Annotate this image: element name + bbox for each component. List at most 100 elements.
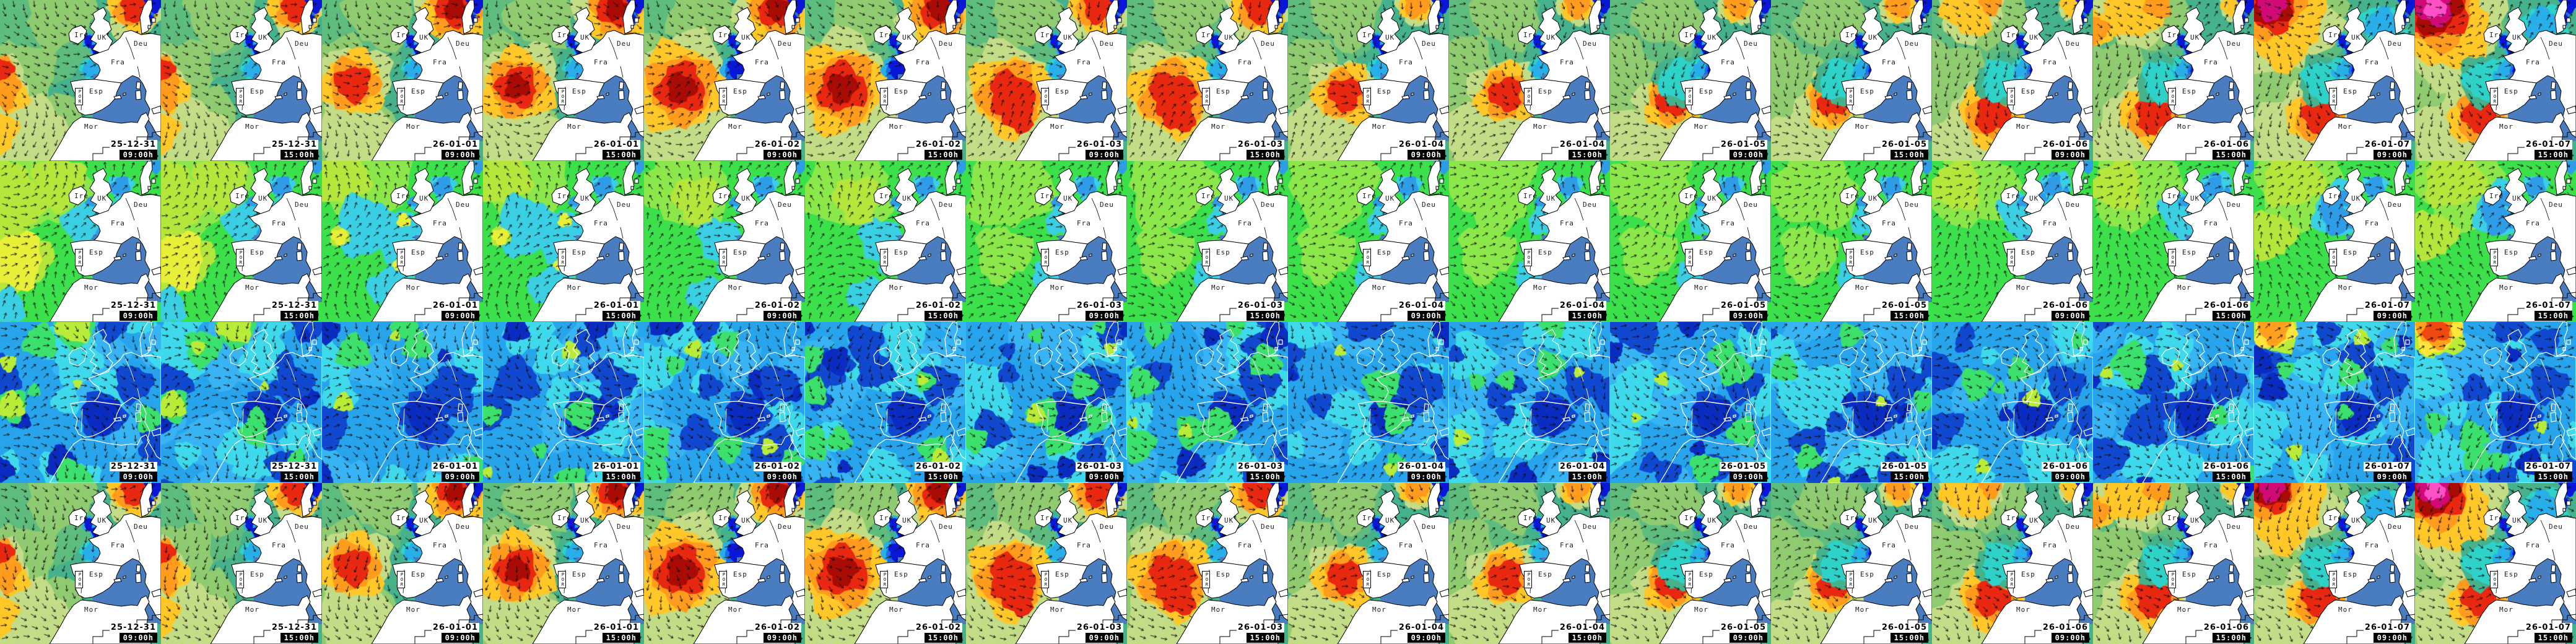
map-tile-r2c9[interactable]: Ire UK Deu Fra Esp Mor POR 26-01-04 09:00h bbox=[1288, 161, 1449, 322]
country-label-mor: Mor bbox=[1050, 123, 1064, 131]
map-tile-r4c15[interactable]: Ire UK Deu Fra Esp Mor POR 26-01-07 09:00h bbox=[2254, 483, 2415, 644]
timestamp-block: 26-01-01 09:00h bbox=[431, 301, 479, 321]
map-tile-r3c5[interactable]: 26-01-02 09:00h bbox=[644, 322, 805, 483]
map-tile-r2c10[interactable]: Ire UK Deu Fra Esp Mor POR 26-01-04 15:00h bbox=[1449, 161, 1610, 322]
map-tile-r4c9[interactable]: Ire UK Deu Fra Esp Mor POR 26-01-04 09:00h bbox=[1288, 483, 1449, 644]
map-tile-r3c16[interactable]: 26-01-07 15:00h bbox=[2415, 322, 2576, 483]
map-tile-r4c8[interactable]: Ire UK Deu Fra Esp Mor POR 26-01-03 15:00h bbox=[1127, 483, 1288, 644]
map-tile-r4c4[interactable]: Ire UK Deu Fra Esp Mor POR 26-01-01 15:00h bbox=[483, 483, 644, 644]
map-tile-r4c13[interactable]: Ire UK Deu Fra Esp Mor POR 26-01-06 09:00h bbox=[1932, 483, 2093, 644]
map-tile-r1c14[interactable]: Ire UK Deu Fra Esp Mor POR 26-01-06 15:00h bbox=[2093, 0, 2254, 161]
country-label-deu: Deu bbox=[939, 40, 953, 48]
map-tile-r1c6[interactable]: Ire UK Deu Fra Esp Mor POR 26-01-02 15:00h bbox=[805, 0, 966, 161]
map-tile-r3c15[interactable]: 26-01-07 09:00h bbox=[2254, 322, 2415, 483]
timestamp-block: 26-01-05 09:00h bbox=[1719, 462, 1767, 482]
field-canvas bbox=[1449, 483, 1610, 644]
map-tile-r3c6[interactable]: 26-01-02 15:00h bbox=[805, 322, 966, 483]
map-tile-r3c10[interactable]: 26-01-04 15:00h bbox=[1449, 322, 1610, 483]
map-tile-r4c14[interactable]: Ire UK Deu Fra Esp Mor POR 26-01-06 15:00h bbox=[2093, 483, 2254, 644]
country-label-uk: UK bbox=[1707, 516, 1717, 524]
map-tile-r1c11[interactable]: Ire UK Deu Fra Esp Mor POR 26-01-05 09:00h bbox=[1610, 0, 1771, 161]
country-label-fra: Fra bbox=[1238, 58, 1252, 66]
map-tile-r4c6[interactable]: Ire UK Deu Fra Esp Mor POR 26-01-02 15:00h bbox=[805, 483, 966, 644]
map-tile-r3c12[interactable]: 26-01-05 15:00h bbox=[1771, 322, 1932, 483]
map-tile-r4c12[interactable]: Ire UK Deu Fra Esp Mor POR 26-01-05 15:00h bbox=[1771, 483, 1932, 644]
map-tile-r3c4[interactable]: 26-01-01 15:00h bbox=[483, 322, 644, 483]
country-label-por: POR bbox=[2329, 571, 2337, 588]
map-tile-r2c8[interactable]: Ire UK Deu Fra Esp Mor POR 26-01-03 15:00h bbox=[1127, 161, 1288, 322]
country-label-esp: Esp bbox=[411, 570, 425, 578]
time-label: 09:00h bbox=[1407, 150, 1445, 160]
field-canvas bbox=[2254, 322, 2415, 483]
time-label: 15:00h bbox=[2212, 311, 2250, 321]
date-label: 26-01-06 bbox=[2202, 301, 2250, 310]
field-canvas bbox=[1449, 161, 1610, 322]
map-tile-r2c5[interactable]: Ire UK Deu Fra Esp Mor POR 26-01-02 09:00h bbox=[644, 161, 805, 322]
map-tile-r2c4[interactable]: Ire UK Deu Fra Esp Mor POR 26-01-01 15:00h bbox=[483, 161, 644, 322]
time-label: 09:00h bbox=[763, 150, 801, 160]
map-tile-r2c11[interactable]: Ire UK Deu Fra Esp Mor POR 26-01-05 09:00h bbox=[1610, 161, 1771, 322]
map-tile-r4c1[interactable]: Ire UK Deu Fra Esp Mor POR 25-12-31 09:00h bbox=[0, 483, 161, 644]
country-label-uk: UK bbox=[2029, 516, 2039, 524]
timestamp-block: 26-01-04 09:00h bbox=[1397, 301, 1445, 321]
map-tile-r3c7[interactable]: 26-01-03 09:00h bbox=[966, 322, 1127, 483]
map-tile-r2c16[interactable]: Ire UK Deu Fra Esp Mor POR 26-01-07 15:00h bbox=[2415, 161, 2576, 322]
map-tile-r2c14[interactable]: Ire UK Deu Fra Esp Mor POR 26-01-06 15:00h bbox=[2093, 161, 2254, 322]
map-tile-r1c1[interactable]: Ire UK Deu Fra Esp Mor POR 25-12-31 09:00h bbox=[0, 0, 161, 161]
map-tile-r3c14[interactable]: 26-01-06 15:00h bbox=[2093, 322, 2254, 483]
timestamp-block: 26-01-04 09:00h bbox=[1397, 623, 1445, 643]
country-label-esp: Esp bbox=[2343, 248, 2357, 256]
map-tile-r3c9[interactable]: 26-01-04 09:00h bbox=[1288, 322, 1449, 483]
map-tile-r2c13[interactable]: Ire UK Deu Fra Esp Mor POR 26-01-06 09:00h bbox=[1932, 161, 2093, 322]
map-tile-r3c13[interactable]: 26-01-06 09:00h bbox=[1932, 322, 2093, 483]
timestamp-block: 26-01-02 09:00h bbox=[753, 301, 801, 321]
map-tile-r1c4[interactable]: Ire UK Deu Fra Esp Mor POR 26-01-01 15:00h bbox=[483, 0, 644, 161]
map-tile-r2c7[interactable]: Ire UK Deu Fra Esp Mor POR 26-01-03 09:00h bbox=[966, 161, 1127, 322]
field-canvas bbox=[161, 322, 322, 483]
country-label-por: POR bbox=[2490, 88, 2498, 105]
map-tile-r3c2[interactable]: 25-12-31 15:00h bbox=[161, 322, 322, 483]
map-tile-r1c8[interactable]: Ire UK Deu Fra Esp Mor POR 26-01-03 15:00h bbox=[1127, 0, 1288, 161]
map-tile-r3c3[interactable]: 26-01-01 09:00h bbox=[322, 322, 483, 483]
country-label-mor: Mor bbox=[2016, 606, 2030, 614]
country-label-deu: Deu bbox=[1261, 40, 1275, 48]
map-tile-r2c6[interactable]: Ire UK Deu Fra Esp Mor POR 26-01-02 15:00h bbox=[805, 161, 966, 322]
map-tile-r1c13[interactable]: Ire UK Deu Fra Esp Mor POR 26-01-06 09:00h bbox=[1932, 0, 2093, 161]
field-canvas bbox=[483, 483, 644, 644]
country-label-fra: Fra bbox=[433, 58, 447, 66]
timestamp-block: 25-12-31 09:00h bbox=[109, 301, 157, 321]
map-tile-r2c3[interactable]: Ire UK Deu Fra Esp Mor POR 26-01-01 09:00h bbox=[322, 161, 483, 322]
map-tile-r1c5[interactable]: Ire UK Deu Fra Esp Mor POR 26-01-02 09:00h bbox=[644, 0, 805, 161]
map-tile-r3c1[interactable]: 25-12-31 09:00h bbox=[0, 322, 161, 483]
map-tile-r1c9[interactable]: Ire UK Deu Fra Esp Mor POR 26-01-04 09:00h bbox=[1288, 0, 1449, 161]
country-label-fra: Fra bbox=[1882, 219, 1896, 227]
map-tile-r1c7[interactable]: Ire UK Deu Fra Esp Mor POR 26-01-03 09:00h bbox=[966, 0, 1127, 161]
country-label-uk: UK bbox=[1707, 194, 1717, 202]
map-tile-r4c7[interactable]: Ire UK Deu Fra Esp Mor POR 26-01-03 09:00h bbox=[966, 483, 1127, 644]
map-tile-r2c15[interactable]: Ire UK Deu Fra Esp Mor POR 26-01-07 09:00h bbox=[2254, 161, 2415, 322]
country-label-mor: Mor bbox=[1855, 284, 1869, 292]
field-canvas bbox=[1288, 161, 1449, 322]
map-tile-r4c5[interactable]: Ire UK Deu Fra Esp Mor POR 26-01-02 09:00h bbox=[644, 483, 805, 644]
map-tile-r4c2[interactable]: Ire UK Deu Fra Esp Mor POR 25-12-31 15:00h bbox=[161, 483, 322, 644]
map-tile-r3c8[interactable]: 26-01-03 15:00h bbox=[1127, 322, 1288, 483]
country-label-fra: Fra bbox=[2043, 58, 2057, 66]
timestamp-block: 26-01-04 15:00h bbox=[1558, 140, 1606, 160]
map-tile-r1c3[interactable]: Ire UK Deu Fra Esp Mor POR 26-01-01 09:00h bbox=[322, 0, 483, 161]
map-tile-r2c2[interactable]: Ire UK Deu Fra Esp Mor POR 25-12-31 15:00h bbox=[161, 161, 322, 322]
map-tile-r3c11[interactable]: 26-01-05 09:00h bbox=[1610, 322, 1771, 483]
map-tile-r4c11[interactable]: Ire UK Deu Fra Esp Mor POR 26-01-05 09:00h bbox=[1610, 483, 1771, 644]
map-tile-r1c10[interactable]: Ire UK Deu Fra Esp Mor POR 26-01-04 15:00h bbox=[1449, 0, 1610, 161]
country-label-deu: Deu bbox=[1100, 523, 1114, 531]
map-tile-r4c16[interactable]: Ire UK Deu Fra Esp Mor POR 26-01-07 15:00h bbox=[2415, 483, 2576, 644]
map-tile-r4c3[interactable]: Ire UK Deu Fra Esp Mor POR 26-01-01 09:00h bbox=[322, 483, 483, 644]
map-tile-r4c10[interactable]: Ire UK Deu Fra Esp Mor POR 26-01-04 15:00h bbox=[1449, 483, 1610, 644]
date-label: 26-01-01 bbox=[431, 301, 479, 310]
map-tile-r1c2[interactable]: Ire UK Deu Fra Esp Mor POR 25-12-31 15:00h bbox=[161, 0, 322, 161]
map-tile-r1c15[interactable]: Ire UK Deu Fra Esp Mor POR 26-01-07 09:00h bbox=[2254, 0, 2415, 161]
map-tile-r1c16[interactable]: Ire UK Deu Fra Esp Mor POR 26-01-07 15:00h bbox=[2415, 0, 2576, 161]
country-label-mor: Mor bbox=[728, 284, 742, 292]
map-tile-r1c12[interactable]: Ire UK Deu Fra Esp Mor POR 26-01-05 15:00h bbox=[1771, 0, 1932, 161]
map-tile-r2c12[interactable]: Ire UK Deu Fra Esp Mor POR 26-01-05 15:00h bbox=[1771, 161, 1932, 322]
map-tile-r2c1[interactable]: Ire UK Deu Fra Esp Mor POR 25-12-31 09:00h bbox=[0, 161, 161, 322]
